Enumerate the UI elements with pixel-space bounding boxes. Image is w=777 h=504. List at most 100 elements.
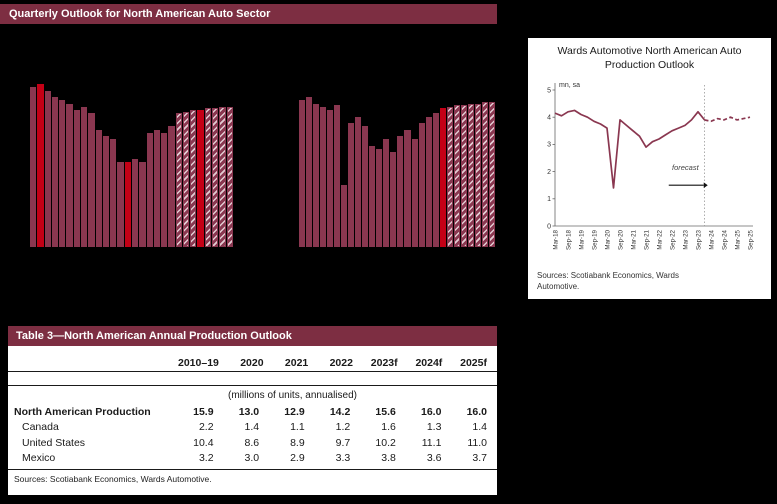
wards-chart-sources: Sources: Scotiabank Economics, Wards Aut… — [537, 271, 679, 291]
bar — [446, 106, 453, 247]
bar — [460, 105, 467, 247]
bar — [306, 97, 313, 247]
cell-value: 8.6 — [244, 436, 260, 449]
svg-text:2: 2 — [547, 169, 551, 176]
svg-text:Sep-21: Sep-21 — [644, 230, 651, 251]
bar — [146, 132, 153, 247]
bar — [88, 113, 95, 247]
bar — [327, 110, 334, 247]
cell-value: 3.2 — [198, 452, 214, 465]
cell-value: 10.2 — [375, 436, 396, 449]
svg-text:4: 4 — [547, 115, 551, 122]
table-row: Canada 2.2 1.4 1.1 1.2 1.6 1.3 1.4 — [8, 420, 497, 436]
bar — [66, 103, 73, 247]
bar — [474, 103, 481, 247]
quarterly-bar-chart-left — [30, 84, 233, 247]
svg-text:Mar-19: Mar-19 — [579, 230, 586, 250]
table-sources: Sources: Scotiabank Economics, Wards Aut… — [14, 474, 212, 484]
bar — [80, 106, 88, 247]
bar — [110, 139, 117, 247]
bar — [131, 158, 139, 247]
cell-value: 11.0 — [467, 436, 487, 449]
bar — [376, 149, 383, 247]
bar — [44, 90, 51, 247]
cell-value: 12.9 — [284, 405, 305, 418]
bar — [481, 101, 488, 247]
bar — [355, 116, 362, 247]
svg-text:Sep-25: Sep-25 — [748, 230, 755, 251]
quarterly-bar-chart-right — [299, 84, 495, 247]
bar — [117, 162, 124, 247]
bar — [404, 129, 411, 247]
svg-text:Mar-24: Mar-24 — [709, 230, 716, 250]
svg-text:Sep-18: Sep-18 — [566, 230, 573, 251]
bar — [95, 129, 102, 247]
bar — [467, 103, 474, 247]
wards-chart-title: Wards Automotive North American Auto Pro… — [557, 45, 742, 71]
bar — [299, 100, 306, 247]
cell-value: 14.2 — [329, 405, 351, 418]
bar — [153, 129, 161, 247]
bar — [390, 152, 397, 247]
year-header: 2021 — [284, 356, 309, 369]
production-outlook-table: 2010–19 2020 2021 2022 2023f 2024f 2025f (mill… — [8, 346, 497, 495]
bar — [411, 139, 418, 247]
cell-value: 2.9 — [290, 452, 305, 465]
report-header-title: Quarterly Outlook for North American Aut… — [9, 8, 271, 20]
cell-value: 3.6 — [426, 452, 442, 465]
cell-value: 3.0 — [244, 452, 260, 465]
svg-text:1: 1 — [547, 196, 551, 203]
table-row: Mexico 3.2 3.0 2.9 3.3 3.8 3.6 3.7 — [8, 451, 497, 467]
table-units-row: (millions of units, annualised) — [8, 386, 497, 404]
svg-text:3: 3 — [547, 142, 551, 149]
cell-value: 1.1 — [290, 421, 305, 434]
bar — [37, 84, 44, 247]
bar — [369, 145, 376, 247]
bar — [453, 105, 460, 247]
cell-value: 3.8 — [381, 452, 396, 465]
svg-text:Mar-22: Mar-22 — [657, 230, 664, 250]
cell-value: 16.0 — [466, 405, 487, 418]
svg-text:Mar-21: Mar-21 — [631, 230, 638, 250]
bar — [30, 87, 37, 247]
bar — [432, 113, 439, 247]
bar — [425, 116, 432, 247]
table-header-row: 2010–19 2020 2021 2022 2023f 2024f 2025f — [8, 354, 497, 372]
svg-text:forecast: forecast — [672, 164, 700, 173]
bar — [212, 108, 219, 247]
bar — [313, 103, 320, 247]
row-label: Canada — [22, 421, 59, 434]
bar — [439, 108, 446, 247]
cell-value: 1.6 — [381, 421, 396, 434]
bar — [219, 106, 226, 247]
bar — [226, 106, 233, 247]
bar — [190, 110, 197, 247]
table-title: Table 3—North American Annual Production… — [16, 330, 292, 342]
report-header-bar: Quarterly Outlook for North American Aut… — [0, 4, 497, 24]
cell-value: 15.9 — [193, 405, 214, 418]
bar — [168, 126, 175, 247]
cell-value: 15.6 — [375, 405, 396, 418]
svg-text:Sep-20: Sep-20 — [618, 230, 625, 251]
table-row: North American Production 15.9 13.0 12.9 14.… — [8, 404, 497, 420]
bar — [397, 136, 404, 247]
bar — [182, 111, 190, 247]
year-header: 2023f — [370, 356, 398, 369]
cell-value: 1.4 — [472, 421, 487, 434]
bar — [488, 101, 495, 247]
wards-line-chart: 0 1 2 3 4 5 mn, sa Mar-18 Sep-18 Mar-19 Sep-19 Mar-… — [547, 82, 755, 251]
bar — [161, 132, 168, 247]
cell-value: 3.7 — [472, 452, 487, 465]
svg-text:Sep-19: Sep-19 — [592, 230, 599, 251]
year-header: 2020 — [240, 356, 264, 369]
cell-value: 8.9 — [290, 436, 305, 449]
bar — [124, 162, 131, 247]
bar — [102, 136, 110, 247]
bar — [418, 123, 425, 247]
year-header: 2022 — [329, 356, 353, 369]
bar — [73, 110, 80, 247]
cell-value: 1.3 — [426, 421, 442, 434]
bar — [197, 110, 204, 247]
svg-text:5: 5 — [547, 88, 551, 95]
bar — [334, 105, 341, 247]
